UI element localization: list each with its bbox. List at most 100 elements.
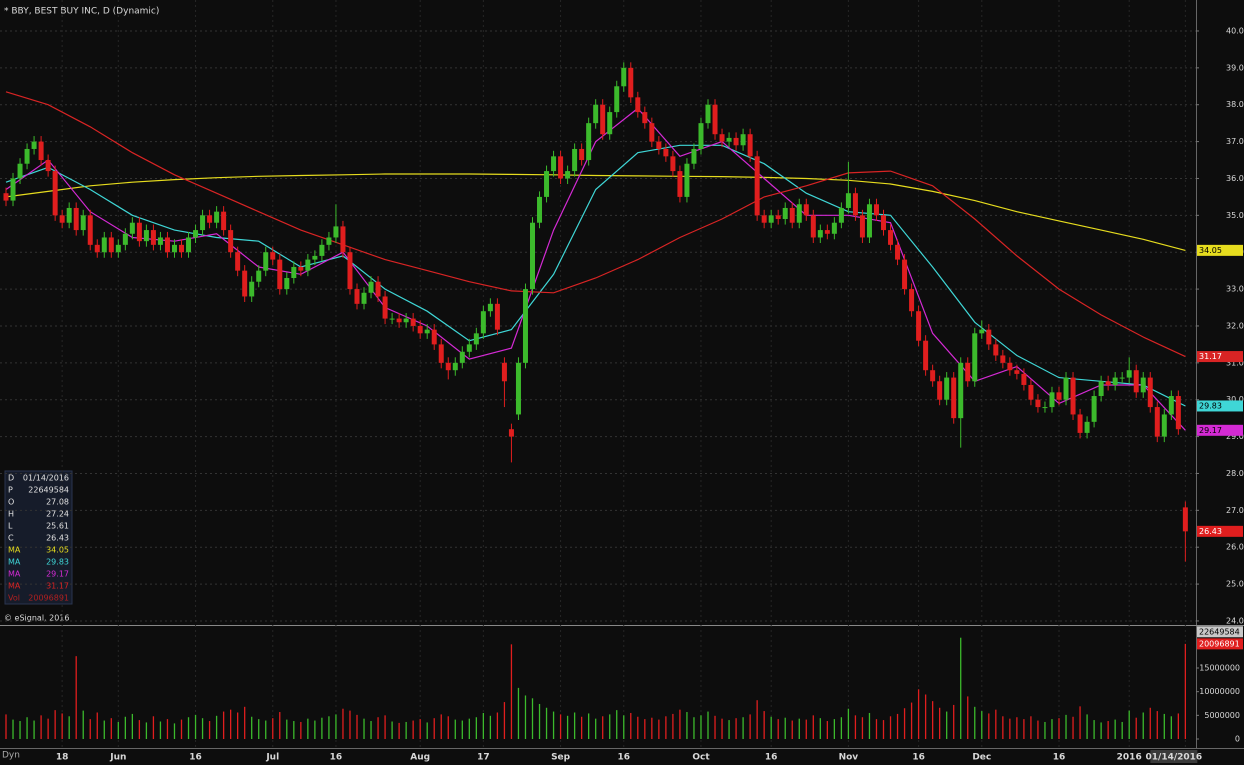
candle-body bbox=[895, 244, 901, 260]
y-tick-label: 26.00 bbox=[1226, 543, 1244, 552]
data-window-value: 25.61 bbox=[46, 522, 69, 531]
candle-body bbox=[979, 329, 985, 334]
candle-body bbox=[256, 270, 262, 282]
y-tick-label: 39.00 bbox=[1226, 63, 1244, 72]
candle-body bbox=[656, 141, 662, 149]
data-window-label: MA bbox=[8, 546, 21, 555]
candle-body bbox=[305, 259, 311, 271]
data-window-label: O bbox=[8, 498, 14, 507]
data-window-label: P bbox=[8, 486, 13, 495]
candle-body bbox=[859, 215, 865, 238]
candle-body bbox=[544, 171, 550, 197]
candle-body bbox=[838, 207, 844, 223]
candle-body bbox=[810, 215, 816, 238]
axis-badge-label: 31.17 bbox=[1199, 352, 1222, 361]
candle-body bbox=[684, 163, 690, 197]
x-tick-label: Dec bbox=[972, 753, 991, 763]
candle-body bbox=[122, 233, 128, 245]
candle-body bbox=[649, 123, 655, 142]
candle-body bbox=[38, 141, 44, 161]
axis-badge bbox=[1197, 351, 1243, 363]
candle-body bbox=[1119, 377, 1125, 379]
candle-body bbox=[754, 156, 760, 216]
candle-body bbox=[382, 296, 388, 319]
candle-body bbox=[958, 362, 964, 419]
candle-body bbox=[881, 215, 886, 231]
candle-body bbox=[214, 211, 220, 223]
candle-body bbox=[930, 370, 936, 382]
x-tick-label: 2016 bbox=[1117, 753, 1142, 763]
candle-body bbox=[1035, 399, 1041, 408]
y-tick-label: 28.00 bbox=[1226, 469, 1244, 478]
candle-body bbox=[466, 344, 472, 352]
candle-body bbox=[1021, 373, 1027, 385]
candle-body bbox=[1133, 370, 1139, 393]
y-tick-label: 38.00 bbox=[1226, 100, 1244, 109]
candle-body bbox=[459, 351, 465, 363]
candle-body bbox=[902, 259, 908, 290]
candle-body bbox=[852, 193, 858, 216]
candle-body bbox=[1175, 396, 1181, 430]
candle-body bbox=[1182, 507, 1188, 532]
x-tick-label: Sep bbox=[551, 753, 571, 763]
candle-body bbox=[565, 171, 571, 179]
candle-body bbox=[501, 362, 507, 382]
y-tick-label: 25.00 bbox=[1226, 580, 1244, 589]
candle-body bbox=[375, 281, 381, 297]
data-window-value: 31.17 bbox=[46, 582, 69, 591]
candle-body bbox=[242, 270, 248, 297]
candle-body bbox=[621, 67, 627, 87]
candle-body bbox=[803, 204, 809, 216]
data-window-label: MA bbox=[8, 570, 21, 579]
candle-body bbox=[52, 171, 58, 216]
candle-body bbox=[845, 193, 851, 208]
axis-badge-label: 29.83 bbox=[1199, 401, 1222, 410]
data-window-label: Vol bbox=[8, 594, 20, 603]
candle-body bbox=[614, 86, 620, 113]
copyright: © eSignal, 2016 bbox=[4, 614, 69, 623]
candle-body bbox=[171, 244, 177, 253]
x-tick-label: 17 bbox=[477, 753, 490, 763]
candle-body bbox=[1063, 377, 1069, 400]
candle-body bbox=[45, 160, 51, 172]
candle-body bbox=[263, 252, 269, 271]
candle-body bbox=[579, 148, 585, 161]
axis-badge bbox=[1197, 638, 1243, 650]
candle-body bbox=[768, 215, 774, 223]
candle-body bbox=[726, 137, 732, 142]
candle-body bbox=[94, 244, 100, 253]
volume-tick-label: 15000000 bbox=[1199, 664, 1240, 673]
candle-body bbox=[207, 215, 213, 223]
candle-body bbox=[10, 178, 16, 201]
candle-body bbox=[1007, 362, 1013, 371]
candle-body bbox=[775, 215, 781, 220]
candle-body bbox=[473, 333, 479, 345]
candle-body bbox=[719, 134, 725, 142]
candle-body bbox=[17, 163, 23, 179]
data-window-value: 26.43 bbox=[46, 534, 69, 543]
candle-body bbox=[951, 377, 957, 419]
axis-badge-label: 29.17 bbox=[1199, 426, 1222, 435]
axis-badge-label: 26.43 bbox=[1199, 527, 1222, 536]
candle-body bbox=[909, 289, 915, 312]
candle-body bbox=[663, 148, 669, 157]
candle-body bbox=[340, 226, 346, 253]
candle-body bbox=[312, 255, 318, 260]
volume-tick-label: 0 bbox=[1235, 735, 1240, 744]
candle-body bbox=[1014, 370, 1020, 374]
candle-body bbox=[712, 104, 718, 135]
candle-body bbox=[677, 171, 683, 197]
candle-body bbox=[789, 207, 795, 223]
candle-body bbox=[179, 244, 184, 253]
y-tick-label: 37.00 bbox=[1226, 137, 1244, 146]
y-tick-label: 29.00 bbox=[1226, 432, 1244, 441]
candle-body bbox=[87, 215, 93, 245]
candle-body bbox=[1154, 407, 1160, 437]
data-window-value: 29.83 bbox=[46, 558, 69, 567]
candle-body bbox=[558, 156, 564, 179]
y-tick-label: 30.00 bbox=[1226, 395, 1244, 404]
y-tick-label: 24.00 bbox=[1226, 616, 1244, 625]
candle-body bbox=[431, 329, 437, 345]
